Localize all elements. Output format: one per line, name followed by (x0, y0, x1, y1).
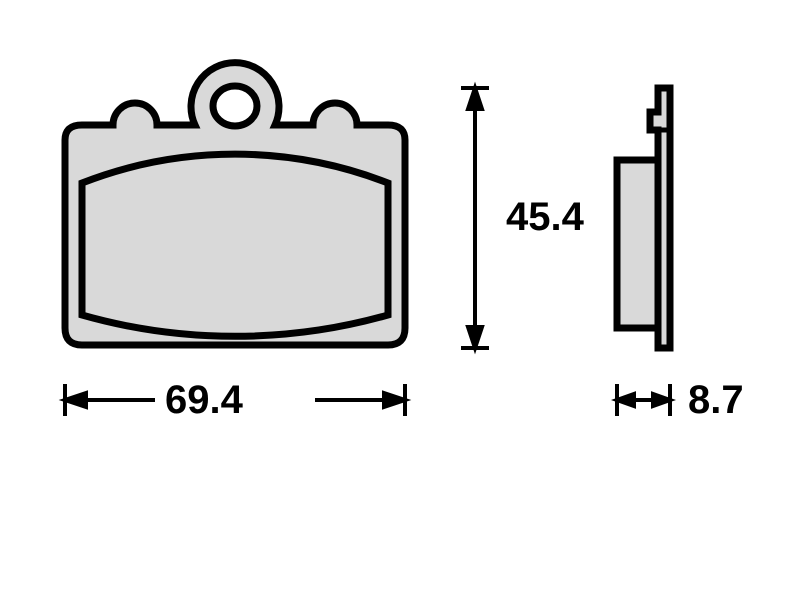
thickness-value: 8.7 (688, 378, 744, 423)
technical-drawing (0, 0, 800, 601)
brake-pad-side-view (617, 88, 670, 348)
height-value: 45.4 (506, 195, 584, 240)
tab-hole (213, 86, 257, 126)
pad-inner-surface (82, 154, 388, 336)
brake-pad-front-view (65, 63, 405, 345)
side-friction-block (617, 160, 658, 328)
dimension-height (461, 88, 489, 348)
dimension-thickness (617, 384, 670, 416)
width-value: 69.4 (165, 378, 243, 423)
